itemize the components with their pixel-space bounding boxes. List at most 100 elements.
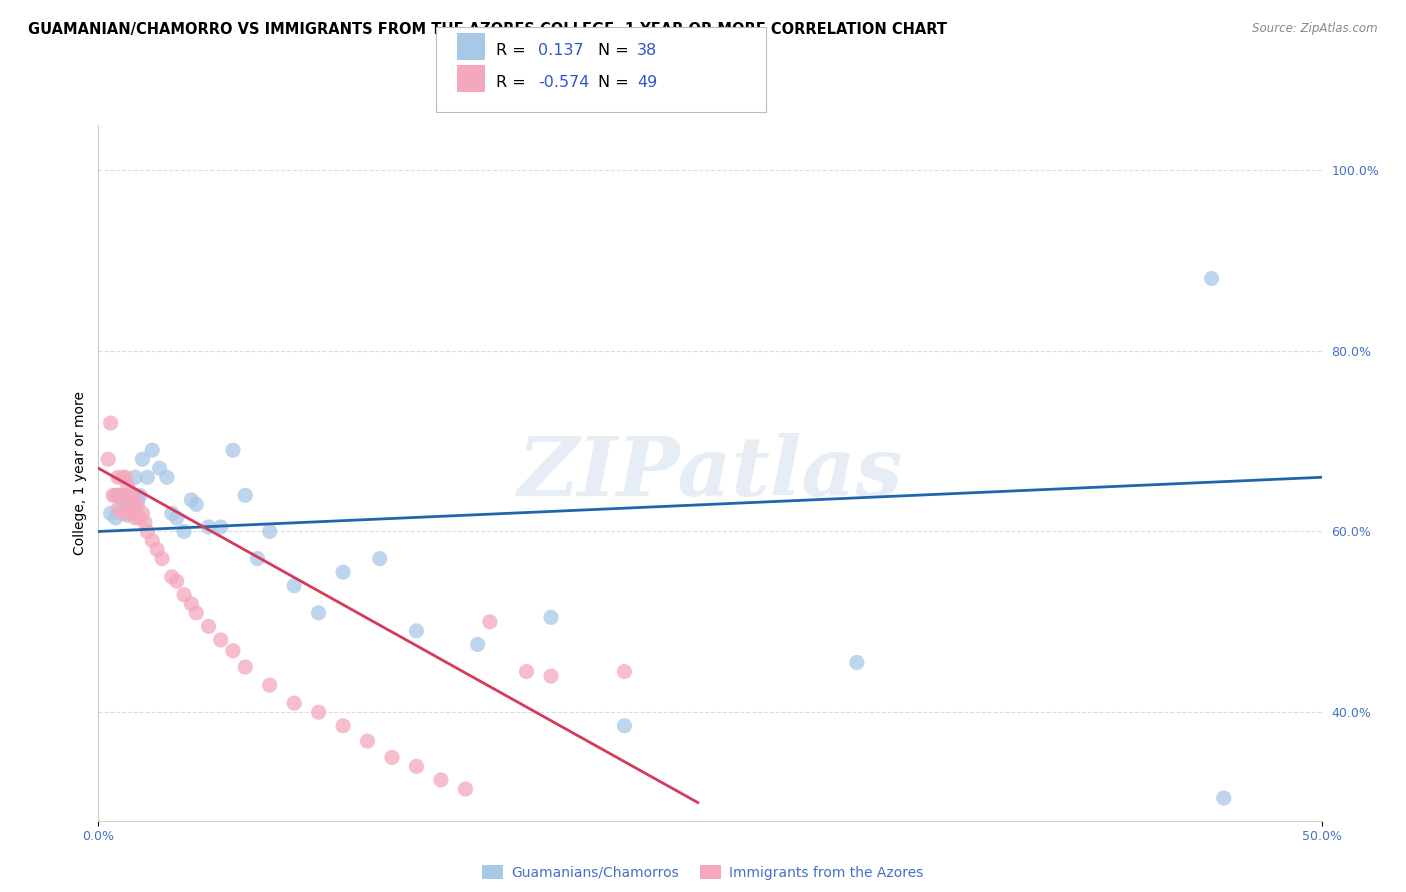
Point [209,632,232,647]
Point [454,782,477,797]
Point [259,678,281,692]
Point [540,669,562,683]
Point [104,488,127,502]
Point [110,488,132,502]
Point [121,505,143,519]
Point [131,452,153,467]
Point [120,488,142,502]
Point [430,772,453,787]
Point [515,665,537,679]
Point [136,470,159,484]
Point [127,497,149,511]
Point [259,524,281,539]
Point [381,750,404,764]
Point [117,508,139,523]
Point [136,524,159,539]
Point [117,479,139,493]
Text: N =: N = [598,44,634,58]
Point [332,719,354,733]
Point [405,759,427,773]
Point [233,660,256,674]
Text: R =: R = [496,44,531,58]
Point [173,524,195,539]
Point [613,719,636,733]
Point [97,452,120,467]
Point [540,610,562,624]
Point [180,597,202,611]
Point [308,705,330,719]
Text: 49: 49 [637,76,657,90]
Point [111,507,134,521]
Point [127,492,149,507]
Point [124,511,146,525]
Point [283,579,305,593]
Point [120,507,142,521]
Point [186,497,208,511]
Text: GUAMANIAN/CHAMORRO VS IMMIGRANTS FROM THE AZORES COLLEGE, 1 YEAR OR MORE CORRELA: GUAMANIAN/CHAMORRO VS IMMIGRANTS FROM TH… [28,22,948,37]
Legend: Guamanians/Chamorros, Immigrants from the Azores: Guamanians/Chamorros, Immigrants from th… [477,859,929,885]
Point [129,511,152,525]
Text: 0.137: 0.137 [538,44,583,58]
Point [160,507,183,521]
Point [209,520,232,534]
Point [160,569,183,583]
Point [197,619,219,633]
Point [146,542,169,557]
Point [121,488,143,502]
Point [180,492,202,507]
Point [405,624,427,638]
Point [134,516,156,530]
Y-axis label: College, 1 year or more: College, 1 year or more [73,391,87,555]
Point [156,470,179,484]
Point [124,497,146,511]
Point [150,551,173,566]
Point [332,565,354,579]
Point [100,507,122,521]
Point [114,470,136,484]
Text: N =: N = [598,76,634,90]
Point [186,606,208,620]
Point [141,533,163,548]
Text: R =: R = [496,76,531,90]
Point [107,502,129,516]
Point [1212,791,1234,805]
Point [124,470,146,484]
Point [111,470,134,484]
Point [149,461,172,475]
Point [131,507,153,521]
Point [129,488,152,502]
Point [117,502,139,516]
Text: ZIPatlas: ZIPatlas [517,433,903,513]
Point [222,644,245,658]
Point [356,734,378,748]
Point [104,511,127,525]
Text: Source: ZipAtlas.com: Source: ZipAtlas.com [1253,22,1378,36]
Point [308,606,330,620]
Point [114,492,136,507]
Point [197,520,219,534]
Point [121,507,143,521]
Point [166,511,188,525]
Point [467,637,489,651]
Text: 38: 38 [637,44,657,58]
Point [478,615,501,629]
Point [233,488,256,502]
Point [845,656,868,670]
Point [283,696,305,710]
Point [114,488,136,502]
Point [1201,271,1223,285]
Point [173,588,195,602]
Point [166,574,188,589]
Text: -0.574: -0.574 [538,76,591,90]
Point [222,443,245,458]
Point [100,416,122,430]
Point [246,551,269,566]
Point [107,470,129,484]
Point [613,665,636,679]
Point [120,502,142,516]
Point [107,488,129,502]
Point [101,488,124,502]
Point [111,497,134,511]
Point [141,443,163,458]
Point [368,551,391,566]
